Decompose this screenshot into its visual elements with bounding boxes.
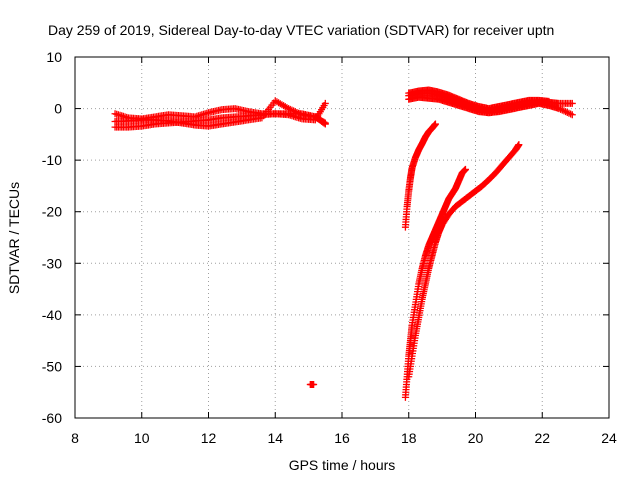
data-point bbox=[557, 105, 565, 113]
data-point bbox=[555, 105, 563, 113]
series-9 bbox=[405, 86, 553, 113]
x-axis-label: GPS time / hours bbox=[289, 457, 396, 473]
grid-lines bbox=[75, 57, 609, 418]
data-point bbox=[321, 99, 329, 107]
y-tick-label: 0 bbox=[54, 101, 62, 117]
data-point bbox=[321, 120, 329, 128]
chart-title: Day 259 of 2019, Sidereal Day-to-day VTE… bbox=[48, 22, 554, 38]
y-axis-label: SDTVAR / TECUs bbox=[6, 182, 22, 294]
data-point bbox=[310, 380, 318, 388]
x-tick-label: 22 bbox=[534, 430, 550, 446]
data-point bbox=[562, 108, 570, 116]
data-point bbox=[563, 108, 571, 116]
series-3 bbox=[306, 380, 318, 388]
x-tick-label: 20 bbox=[468, 430, 484, 446]
y-tick-label: -60 bbox=[42, 410, 62, 426]
x-tick-label: 10 bbox=[134, 430, 150, 446]
x-tick-label: 14 bbox=[267, 430, 283, 446]
data-point bbox=[558, 106, 566, 114]
x-tick-label: 18 bbox=[401, 430, 417, 446]
data-point bbox=[515, 141, 523, 149]
series-5 bbox=[401, 165, 469, 401]
series-4 bbox=[401, 120, 439, 231]
series-2 bbox=[111, 110, 329, 131]
y-tick-label: -10 bbox=[42, 152, 62, 168]
data-point bbox=[568, 111, 576, 119]
y-tick-label: 10 bbox=[46, 49, 62, 65]
x-tick-labels: 8 10 12 14 16 18 20 22 24 bbox=[71, 430, 617, 446]
y-tick-label: -20 bbox=[42, 204, 62, 220]
data-point bbox=[568, 99, 576, 107]
axis-ticks bbox=[74, 56, 610, 419]
data-points bbox=[111, 86, 576, 401]
x-tick-label: 24 bbox=[601, 430, 617, 446]
data-point bbox=[461, 165, 469, 173]
y-tick-label: -50 bbox=[42, 358, 62, 374]
data-point bbox=[431, 120, 439, 128]
x-tick-label: 12 bbox=[201, 430, 217, 446]
data-point bbox=[565, 109, 573, 117]
y-tick-label: -40 bbox=[42, 307, 62, 323]
x-tick-label: 16 bbox=[334, 430, 350, 446]
y-tick-label: -30 bbox=[42, 255, 62, 271]
data-point bbox=[560, 107, 568, 115]
data-point bbox=[545, 97, 553, 105]
series-6 bbox=[405, 141, 523, 381]
x-tick-label: 8 bbox=[71, 430, 79, 446]
y-tick-labels: 10 0 -10 -20 -30 -40 -50 -60 bbox=[42, 49, 62, 426]
data-point bbox=[567, 110, 575, 118]
data-point bbox=[320, 119, 328, 127]
